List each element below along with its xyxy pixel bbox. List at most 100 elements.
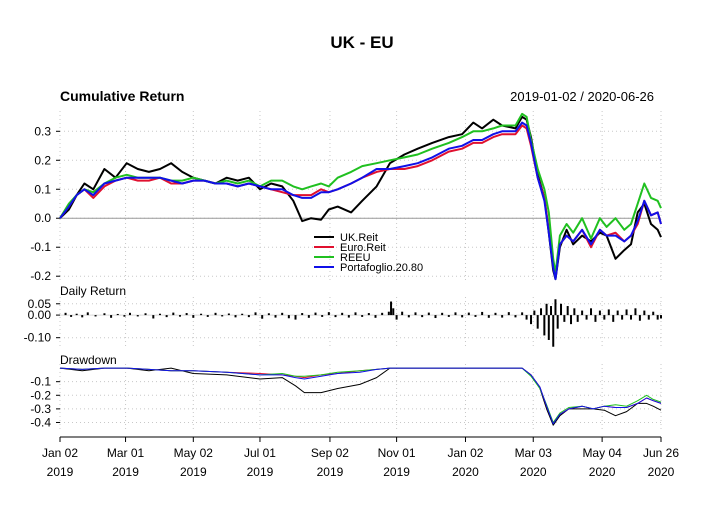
daily-return-bar: [254, 312, 257, 316]
daily-return-bar: [563, 315, 566, 322]
daily-return-bar: [454, 312, 457, 316]
y-tick-label: -0.3: [30, 402, 51, 416]
daily-return-bar: [361, 315, 364, 317]
daily-return-bar: [390, 301, 393, 316]
daily-return-bar: [566, 306, 569, 316]
daily-return-bar: [660, 315, 662, 319]
daily-return-bar: [643, 310, 646, 316]
daily-return-bar: [241, 313, 244, 316]
x-axis: Jan 02 2019 Mar 01 2019 May 02 2019 Jul 01 2019…: [42, 436, 679, 479]
x-tick-label: Jul 01: [244, 446, 276, 460]
y-tick-label: -0.4: [30, 415, 51, 429]
daily-return-bar: [158, 313, 161, 316]
x-tick-year: 2019: [247, 465, 274, 479]
daily-return-bar: [585, 315, 588, 320]
daily-return-bar: [86, 312, 89, 316]
daily-return-bar: [70, 315, 73, 317]
daily-return-bar: [461, 315, 464, 318]
daily-return-bar: [616, 310, 619, 316]
y-tick-label: -0.2: [30, 269, 51, 283]
x-tick-label: Mar 01: [107, 446, 145, 460]
y-tick-label: -0.1: [30, 375, 51, 389]
daily-return-bar: [392, 308, 395, 316]
x-tick-year: 2020: [520, 465, 547, 479]
daily-return-bar: [507, 312, 510, 316]
daily-return-bar: [427, 312, 430, 316]
daily-return-bar: [301, 313, 304, 316]
daily-return-bar: [630, 315, 633, 320]
daily-return-bar: [545, 303, 548, 316]
daily-return-bar: [64, 312, 67, 316]
daily-return-bar: [381, 312, 384, 316]
legend-label: Portafoglio.20.80: [340, 262, 423, 274]
daily-return-bar: [287, 315, 290, 319]
daily-return-bar: [556, 315, 559, 329]
chart-title: UK - EU: [330, 33, 393, 52]
daily-return-bar: [341, 312, 344, 316]
y-tick-label: 0.05: [28, 297, 52, 311]
series: [59, 112, 662, 426]
daily-return-bar: [570, 315, 573, 325]
y-tick-label: 0.00: [28, 308, 52, 322]
daily-return-bar: [81, 315, 84, 318]
daily-return-bar: [165, 315, 168, 318]
daily-return-bar: [474, 315, 477, 317]
daily-return-bar: [144, 313, 147, 316]
daily-return-bar: [128, 312, 131, 316]
x-tick-year: 2020: [452, 465, 479, 479]
daily-return-bar: [536, 315, 539, 329]
daily-return-bar: [185, 313, 188, 316]
x-tick-label: Jan 02: [447, 446, 483, 460]
x-tick-year: 2019: [47, 465, 74, 479]
daily-return-bar: [530, 315, 533, 325]
daily-return-bar: [314, 312, 317, 316]
daily-return-bar: [247, 315, 250, 318]
legend-label: UK.Reit: [340, 232, 378, 244]
x-tick-year: 2019: [383, 465, 410, 479]
drawdown-label: Drawdown: [60, 353, 117, 367]
daily-return-bar: [501, 315, 504, 318]
daily-return-bar: [652, 311, 655, 316]
x-tick-label: Jun 26: [643, 446, 679, 460]
daily-return-bar: [581, 310, 584, 316]
daily-return-bar: [540, 308, 543, 316]
daily-return-bar: [625, 309, 628, 316]
daily-return-bar: [327, 312, 330, 316]
y-tick-label: -0.10: [24, 331, 52, 345]
daily-return-bar: [178, 315, 181, 317]
drawdown-line-portafoglio-20-80: [59, 367, 662, 425]
daily-return-bar: [206, 315, 209, 317]
daily-return-bar: [603, 315, 606, 320]
daily-return-bar: [152, 315, 155, 319]
axes: -0.2-0.10.00.10.20.30.050.00-0.10-0.1-0.…: [24, 124, 60, 429]
daily-return-bar: [307, 315, 310, 318]
daily-return-bar: [214, 312, 217, 316]
daily-return-bar: [94, 315, 97, 317]
daily-return-bar: [656, 315, 659, 320]
daily-return-bar: [533, 310, 536, 316]
x-tick-label: Sep 02: [311, 446, 349, 460]
daily-return-bar: [172, 312, 175, 316]
daily-return-bar: [525, 315, 528, 320]
daily-return-bar: [467, 312, 470, 316]
cumulative-line-portafoglio-20-80: [59, 121, 662, 281]
daily-return-bar: [598, 310, 601, 316]
daily-return-bar: [607, 309, 610, 316]
x-tick-year: 2019: [317, 465, 344, 479]
daily-return-bar: [374, 315, 377, 318]
daily-return-bar: [590, 308, 593, 316]
daily-return-bar: [261, 315, 264, 319]
daily-return-bar: [547, 315, 550, 340]
daily-return-bar: [395, 315, 398, 320]
daily-return-bar: [367, 313, 370, 316]
date-range-label: 2019-01-02 / 2020-06-26: [510, 89, 654, 104]
daily-return-bar: [200, 313, 203, 316]
daily-return-bar: [274, 315, 277, 318]
daily-return-bar: [192, 315, 195, 318]
daily-return-bar: [441, 312, 444, 316]
daily-return-bar: [514, 315, 517, 318]
y-tick-label: -0.2: [30, 388, 51, 402]
daily-return-bar: [638, 315, 641, 321]
daily-return-bar: [421, 315, 424, 318]
